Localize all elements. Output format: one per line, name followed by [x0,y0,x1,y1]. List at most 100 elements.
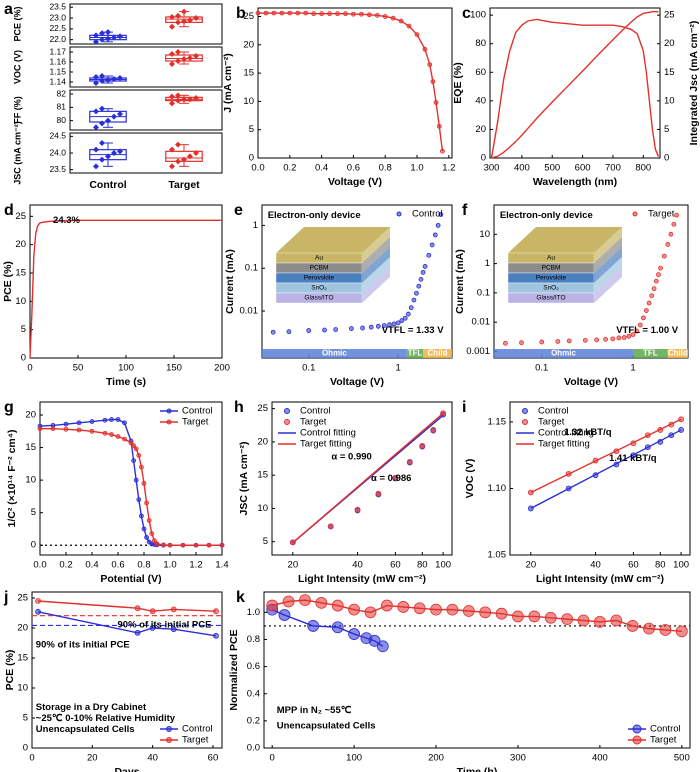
data-point [141,480,147,486]
y-tick-label: 80 [57,115,67,125]
data-point [358,11,364,17]
data-point [99,30,105,37]
y-tick-label: 20 [257,436,268,447]
data-point [368,634,381,647]
data-point [50,426,56,432]
legend-label: Control [650,724,681,735]
data-point [479,606,492,619]
x-category-label: Control [89,179,126,191]
y-tick-label: 0 [23,743,28,754]
data-point [134,605,141,612]
data-point [594,337,600,343]
x-tick-label: 0.0 [251,163,264,174]
legend-label: Target [300,417,327,428]
data-point [322,327,327,333]
data-point [144,500,150,506]
data-point [626,333,632,339]
data-point [141,526,147,532]
x-axis-label: Potential (V) [100,573,161,585]
x-tick-label: 800 [635,163,651,174]
data-point [390,15,396,21]
data-point [181,18,187,25]
legend-label: Control fitting [538,428,594,439]
x-axis-label: Time (s) [106,376,146,388]
data-point [286,329,292,335]
data-point [387,322,392,328]
data-point [671,221,677,227]
data-point [643,308,649,313]
inset-layer-label: SnO₂ [311,285,327,292]
panel: f 0.001 0.01 0.1 1 10 0.1 1 Voltage (V) Current (… [454,202,689,388]
data-point [366,12,372,18]
y-tick-label: 15 [17,653,28,664]
y-axis-label: VOC (V) [464,459,476,499]
data-point [99,36,105,43]
y-tick-label: 1 [485,258,490,269]
x-tick-label: 300 [510,753,526,764]
inset-layer-label: Glass/ITO [536,295,565,302]
y-tick-label: 23.0 [49,12,66,22]
y-tick-label: 10 [257,503,268,514]
y-tick-label: 100 [470,10,486,21]
y-tick-label: 0.1 [477,287,490,298]
data-point [117,111,123,117]
data-point [331,621,344,634]
x-tick-label: 0.2 [283,163,296,174]
series-line [39,418,222,546]
data-point [115,434,121,439]
y-tick-label: 0.0 [247,743,260,754]
panel: g 0 5 10 15 20 0.0 0.2 0.4 0.6 0.8 1.0 1.2 1.4 Potenti… [4,399,229,585]
legend-label: Control [300,406,331,417]
y-tick-label: 5 [21,324,26,335]
y-tick-label: 0.8 [247,634,260,645]
y-axis-label: PCE (%) [4,650,16,691]
panel: b 0 5 10 15 20 25 0.0 0.2 0.4 0.6 0.8 1.0 1.2 Voltage … [222,5,456,188]
y-tick-label: 15 [257,470,268,481]
data-point [375,323,381,329]
data-point [105,77,111,83]
data-point [131,458,137,463]
data-point [382,14,388,19]
plot-frame [39,401,223,556]
x-tick-label: 0 [270,753,275,764]
data-point [282,595,295,608]
y-axis-label: EQE (%) [452,62,464,103]
data-point [405,311,411,317]
data-point [175,19,181,26]
data-point [187,153,193,160]
data-point [99,120,105,127]
x-tick-label: 500 [674,753,690,764]
data-point [102,417,108,423]
plot-frame [257,7,453,159]
y-axis-label: Current (mA) [224,249,236,314]
legend-marker [284,408,290,414]
legend-label: Target [182,417,209,428]
data-point [659,624,672,636]
inset-layer-label: PCBM [542,265,561,272]
region-label: Child [668,349,688,358]
data-point [593,615,606,628]
inset-layer-side [594,267,622,303]
data-point [311,11,317,17]
data-point [411,297,417,303]
x-tick-label: 1.4 [215,560,228,571]
annotation: 1.41 kBT/q [609,453,657,464]
x-tick-label: 0.1 [535,363,548,374]
y-tick-label: 15 [243,68,254,79]
data-point [93,108,99,115]
y-tick-label: 0 [481,153,486,164]
data-point [637,322,643,328]
data-point [187,55,193,61]
y-tick-label: 10 [479,229,490,240]
panel: a 22.022.523.023.5 PCE (%) [4,1,223,45]
data-point [219,542,225,548]
data-point [136,452,142,458]
inset-layer-side [594,257,622,293]
y-axis-label: 1/C² (×10¹⁴ F⁻² cm⁴) [6,430,18,528]
data-point [93,146,99,153]
y-tick-label: 60 [475,67,486,78]
data-point [430,603,442,616]
x-tick-label: 100 [346,753,362,764]
plot-frame [489,7,661,159]
annotation: MPP in N₂ ~55℃ [277,705,352,716]
